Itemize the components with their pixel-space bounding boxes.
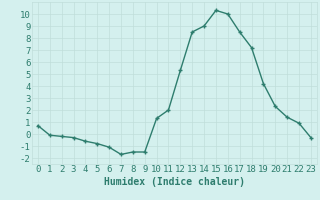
X-axis label: Humidex (Indice chaleur): Humidex (Indice chaleur) — [104, 177, 245, 187]
